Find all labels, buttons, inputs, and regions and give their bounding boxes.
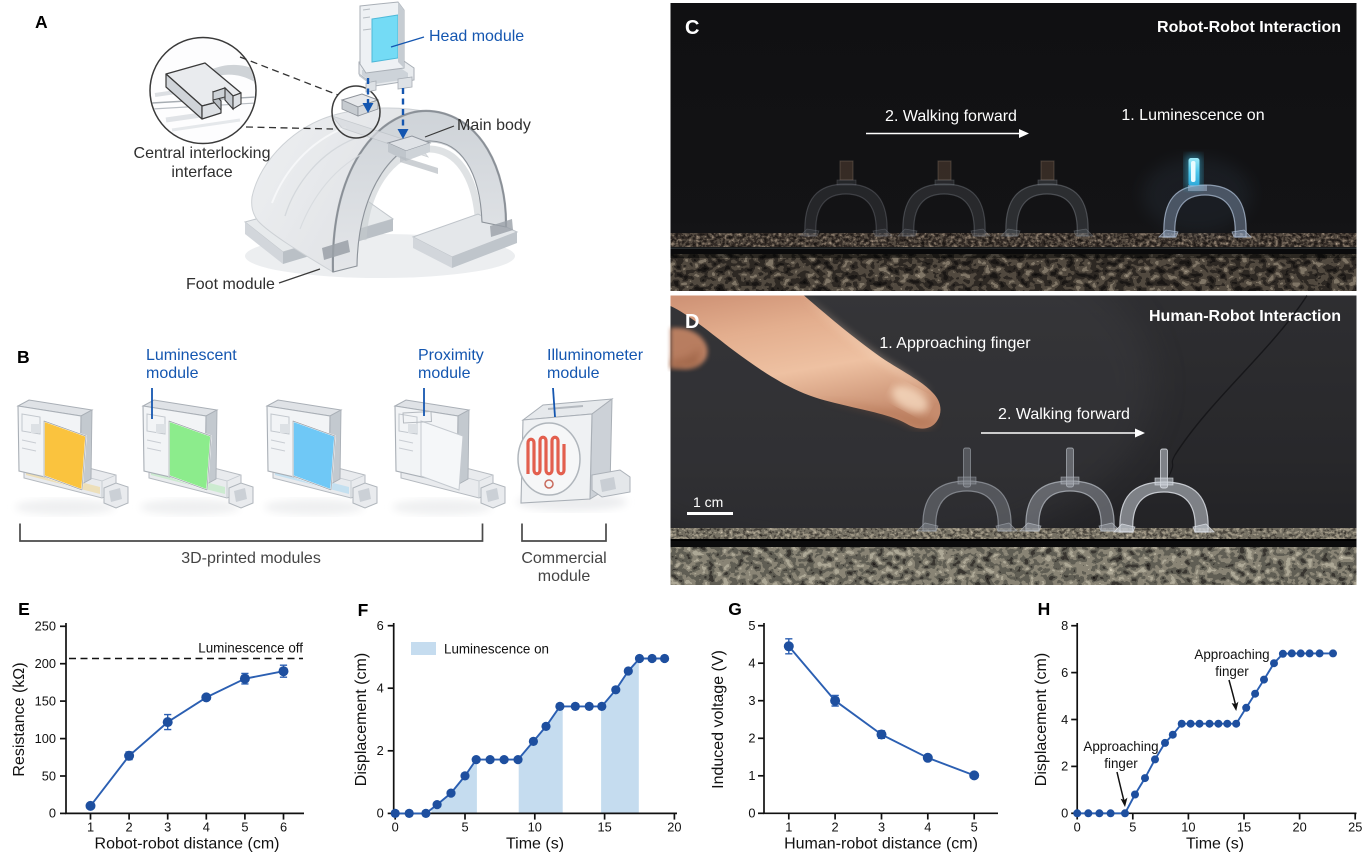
svg-text:4: 4 <box>203 820 210 835</box>
svg-text:Induced voltage (V): Induced voltage (V) <box>710 650 727 789</box>
svg-text:finger: finger <box>1215 664 1249 679</box>
svg-text:6: 6 <box>280 820 287 835</box>
svg-text:0: 0 <box>377 806 384 821</box>
svg-text:1 cm: 1 cm <box>693 494 723 510</box>
svg-text:10: 10 <box>528 820 542 835</box>
svg-text:25: 25 <box>1348 820 1362 835</box>
svg-text:Resistance (kΩ): Resistance (kΩ) <box>11 662 28 776</box>
svg-text:0: 0 <box>1074 820 1081 835</box>
svg-text:2: 2 <box>377 743 384 758</box>
svg-text:C: C <box>685 17 699 39</box>
svg-text:2: 2 <box>1061 759 1068 774</box>
svg-text:Robot-Robot Interaction: Robot-Robot Interaction <box>1157 19 1341 36</box>
svg-text:15: 15 <box>1237 820 1251 835</box>
svg-text:Robot-robot distance (cm): Robot-robot distance (cm) <box>95 836 280 853</box>
svg-text:interface: interface <box>171 164 232 181</box>
svg-text:5: 5 <box>241 820 248 835</box>
svg-text:2. Walking forward: 2. Walking forward <box>998 406 1130 423</box>
svg-text:module: module <box>538 568 591 585</box>
svg-text:Head module: Head module <box>429 28 524 45</box>
svg-text:3: 3 <box>748 693 755 708</box>
svg-text:10: 10 <box>1181 820 1195 835</box>
svg-text:3D-printed modules: 3D-printed modules <box>181 550 321 567</box>
svg-text:Approaching: Approaching <box>1083 739 1158 754</box>
svg-text:5: 5 <box>971 820 978 835</box>
svg-text:2: 2 <box>748 731 755 746</box>
svg-text:G: G <box>728 599 742 619</box>
svg-text:Luminescent: Luminescent <box>146 347 237 364</box>
svg-text:1: 1 <box>87 820 94 835</box>
svg-text:150: 150 <box>35 693 56 708</box>
svg-text:2. Walking forward: 2. Walking forward <box>885 108 1017 125</box>
svg-text:2: 2 <box>832 820 839 835</box>
svg-text:Commercial: Commercial <box>521 550 606 567</box>
svg-text:F: F <box>358 600 369 620</box>
svg-text:5: 5 <box>461 820 468 835</box>
svg-text:1. Luminescence on: 1. Luminescence on <box>1121 107 1264 124</box>
svg-text:Luminescence on: Luminescence on <box>444 642 549 657</box>
svg-text:Foot module: Foot module <box>186 276 275 293</box>
svg-text:Displacement (cm): Displacement (cm) <box>353 653 370 786</box>
svg-text:D: D <box>685 311 699 333</box>
svg-text:4: 4 <box>748 656 755 671</box>
svg-text:5: 5 <box>1129 820 1136 835</box>
svg-text:4: 4 <box>377 681 384 696</box>
svg-text:Human-robot distance (cm): Human-robot distance (cm) <box>784 836 978 853</box>
svg-text:module: module <box>547 365 600 382</box>
svg-text:250: 250 <box>35 619 56 634</box>
svg-text:100: 100 <box>35 731 56 746</box>
svg-text:15: 15 <box>597 820 611 835</box>
svg-text:3: 3 <box>878 820 885 835</box>
svg-text:B: B <box>17 347 30 367</box>
svg-text:Luminescence off: Luminescence off <box>198 641 303 656</box>
svg-text:Time (s): Time (s) <box>1186 836 1244 853</box>
svg-text:0: 0 <box>392 820 399 835</box>
svg-text:5: 5 <box>748 618 755 633</box>
svg-text:3: 3 <box>164 820 171 835</box>
svg-text:8: 8 <box>1061 618 1068 633</box>
svg-text:6: 6 <box>1061 665 1068 680</box>
svg-text:E: E <box>18 599 30 619</box>
svg-text:Displacement (cm): Displacement (cm) <box>1033 653 1050 786</box>
svg-text:Approaching: Approaching <box>1194 647 1269 662</box>
svg-text:200: 200 <box>35 656 56 671</box>
svg-text:20: 20 <box>1292 820 1306 835</box>
svg-text:4: 4 <box>1061 712 1068 727</box>
svg-text:1: 1 <box>785 820 792 835</box>
svg-text:Main body: Main body <box>457 117 531 134</box>
svg-text:Central interlocking: Central interlocking <box>134 145 271 162</box>
svg-text:Proximity: Proximity <box>418 347 484 364</box>
svg-text:20: 20 <box>667 820 681 835</box>
svg-text:1: 1 <box>748 768 755 783</box>
svg-text:1. Approaching finger: 1. Approaching finger <box>879 335 1031 352</box>
svg-text:Time (s): Time (s) <box>506 836 564 853</box>
svg-text:Illuminometer: Illuminometer <box>547 347 644 364</box>
svg-text:4: 4 <box>924 820 931 835</box>
svg-text:Human-Robot Interaction: Human-Robot Interaction <box>1149 308 1341 325</box>
svg-text:module: module <box>146 365 199 382</box>
svg-text:6: 6 <box>377 618 384 633</box>
svg-text:H: H <box>1038 599 1051 619</box>
svg-text:finger: finger <box>1104 756 1138 771</box>
svg-text:2: 2 <box>126 820 133 835</box>
svg-text:module: module <box>418 365 471 382</box>
svg-text:0: 0 <box>1061 806 1068 821</box>
svg-text:0: 0 <box>49 806 56 821</box>
svg-text:50: 50 <box>42 768 56 783</box>
svg-text:0: 0 <box>748 806 755 821</box>
svg-text:A: A <box>35 12 48 32</box>
